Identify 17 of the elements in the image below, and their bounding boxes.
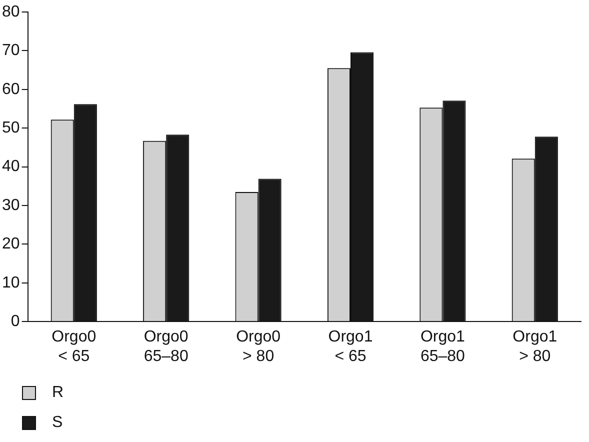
x-tick-label: Orgo1 65–80 (420, 328, 466, 365)
y-tick-label: 70 (2, 42, 20, 60)
y-tick-label: 50 (2, 120, 20, 137)
x-tick-label: Orgo1 < 65 (328, 328, 373, 365)
y-tick-label: 10 (2, 274, 20, 292)
x-tick-label: Orgo1 > 80 (512, 328, 558, 365)
x-tick-label: Orgo0 < 65 (52, 328, 96, 365)
y-tick-label: 60 (2, 80, 20, 98)
legend-label: S (52, 414, 63, 432)
y-tick-label: 20 (2, 236, 20, 253)
y-tick-label: 0 (10, 313, 20, 330)
y-tick-label: 40 (2, 158, 20, 176)
legend-label: R (52, 384, 64, 402)
x-tick-label: Orgo0 > 80 (236, 328, 281, 365)
x-tick-label: Orgo0 65–80 (144, 328, 188, 365)
y-tick-label: 80 (2, 3, 20, 20)
y-tick-label: 30 (2, 196, 20, 214)
